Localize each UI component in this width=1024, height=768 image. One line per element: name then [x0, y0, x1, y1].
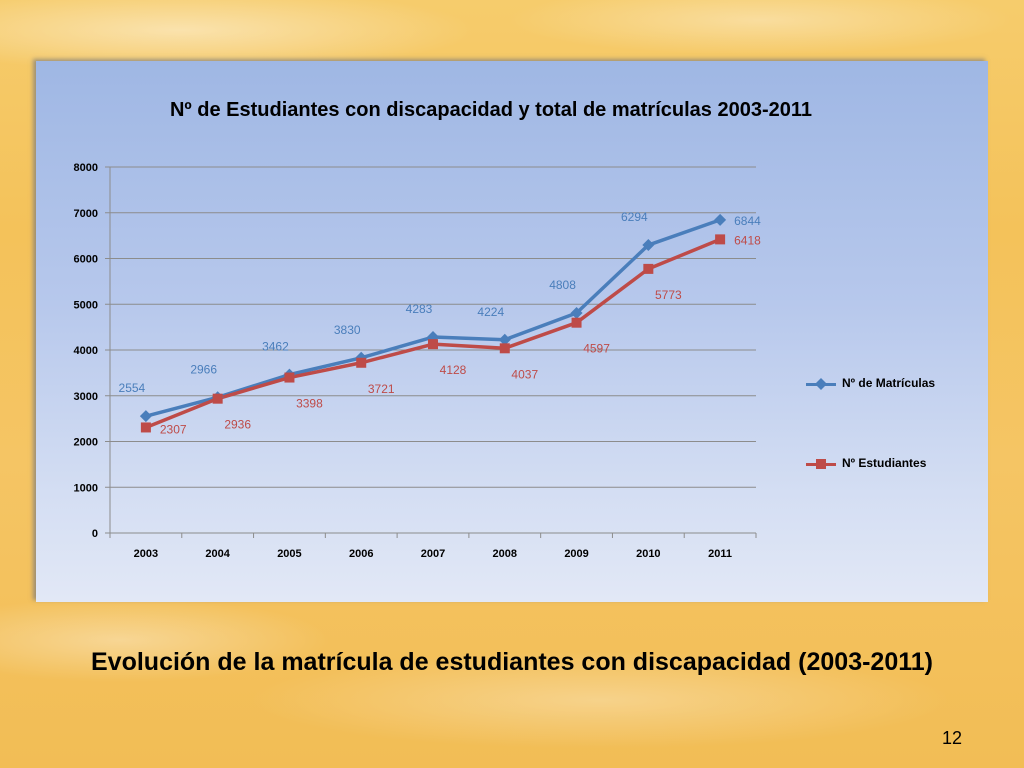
y-tick-label-8000: 8000	[74, 162, 98, 174]
x-tick-label-2006: 2006	[349, 548, 373, 560]
slide-caption: Evolución de la matrícula de estudiantes…	[91, 648, 933, 676]
data-label-1-2010: 5773	[655, 288, 682, 302]
data-label-0-2011: 6844	[734, 214, 761, 228]
point-1-2007	[428, 339, 438, 350]
data-label-0-2006: 3830	[334, 323, 361, 337]
x-tick-label-2011: 2011	[708, 548, 732, 560]
point-1-2008	[499, 343, 510, 354]
legend-item-estudiantes: Nº Estudiantes	[806, 455, 986, 475]
point-0-2008	[498, 333, 511, 346]
point-0-2010	[642, 239, 655, 252]
legend-diamond-marker	[815, 378, 827, 390]
legend-square-marker	[816, 459, 826, 469]
point-0-2009	[570, 307, 583, 320]
data-label-1-2004: 2936	[224, 418, 251, 432]
point-1-2006	[356, 357, 367, 368]
y-tick-label-3000: 3000	[74, 391, 98, 403]
y-tick-label-2000: 2000	[74, 437, 98, 449]
point-0-2011	[714, 213, 727, 226]
y-tick-label-6000: 6000	[74, 254, 98, 266]
x-tick-label-2004: 2004	[205, 548, 230, 560]
series-line-0	[145, 218, 721, 418]
point-1-2011	[715, 234, 726, 245]
data-label-1-2005: 3398	[296, 397, 323, 411]
point-0-2003	[139, 410, 152, 423]
data-label-0-2010: 6294	[621, 210, 648, 224]
data-label-0-2007: 4283	[406, 302, 433, 316]
legend-label-matriculas: Nº de Matrículas	[842, 376, 936, 390]
data-label-0-2008: 4224	[477, 305, 504, 319]
x-tick-label-2007: 2007	[421, 548, 445, 560]
y-tick-label-0: 0	[92, 528, 98, 540]
y-tick-label-1000: 1000	[74, 482, 98, 494]
point-1-2004	[212, 393, 223, 404]
data-label-0-2004: 2966	[190, 362, 217, 376]
data-label-1-2006: 3721	[368, 382, 395, 396]
data-label-1-2011: 6418	[734, 233, 761, 247]
data-label-1-2008: 4037	[511, 367, 538, 381]
data-label-0-2009: 4808	[549, 278, 576, 292]
point-1-2005	[284, 372, 295, 383]
y-tick-label-7000: 7000	[74, 208, 98, 220]
legend-item-matriculas: Nº de Matrículas	[806, 375, 986, 395]
chart-panel: Nº de Estudiantes con discapacidad y tot…	[36, 61, 988, 602]
chart-title: Nº de Estudiantes con discapacidad y tot…	[169, 99, 812, 121]
x-tick-label-2008: 2008	[493, 548, 517, 560]
x-tick-label-2003: 2003	[134, 548, 158, 560]
data-label-0-2003: 2554	[119, 381, 146, 395]
data-label-1-2009: 4597	[583, 342, 610, 356]
data-label-1-2007: 4128	[440, 363, 467, 377]
data-label-0-2005: 3462	[262, 340, 289, 354]
x-tick-label-2005: 2005	[277, 548, 301, 560]
point-1-2003	[140, 422, 151, 433]
legend-label-estudiantes: Nº Estudiantes	[842, 456, 927, 470]
page-number: 12	[941, 728, 962, 748]
x-tick-label-2010: 2010	[636, 548, 660, 560]
data-label-1-2003: 2307	[160, 422, 187, 436]
line-chart: 0 1000 2000 3000 4000 5000 6000 7000 8000 2003 200…	[74, 162, 762, 560]
x-tick-label-2009: 2009	[564, 548, 588, 560]
y-tick-label-4000: 4000	[74, 345, 98, 357]
point-1-2010	[643, 263, 654, 274]
y-tick-label-5000: 5000	[74, 299, 98, 311]
point-1-2009	[571, 317, 582, 328]
